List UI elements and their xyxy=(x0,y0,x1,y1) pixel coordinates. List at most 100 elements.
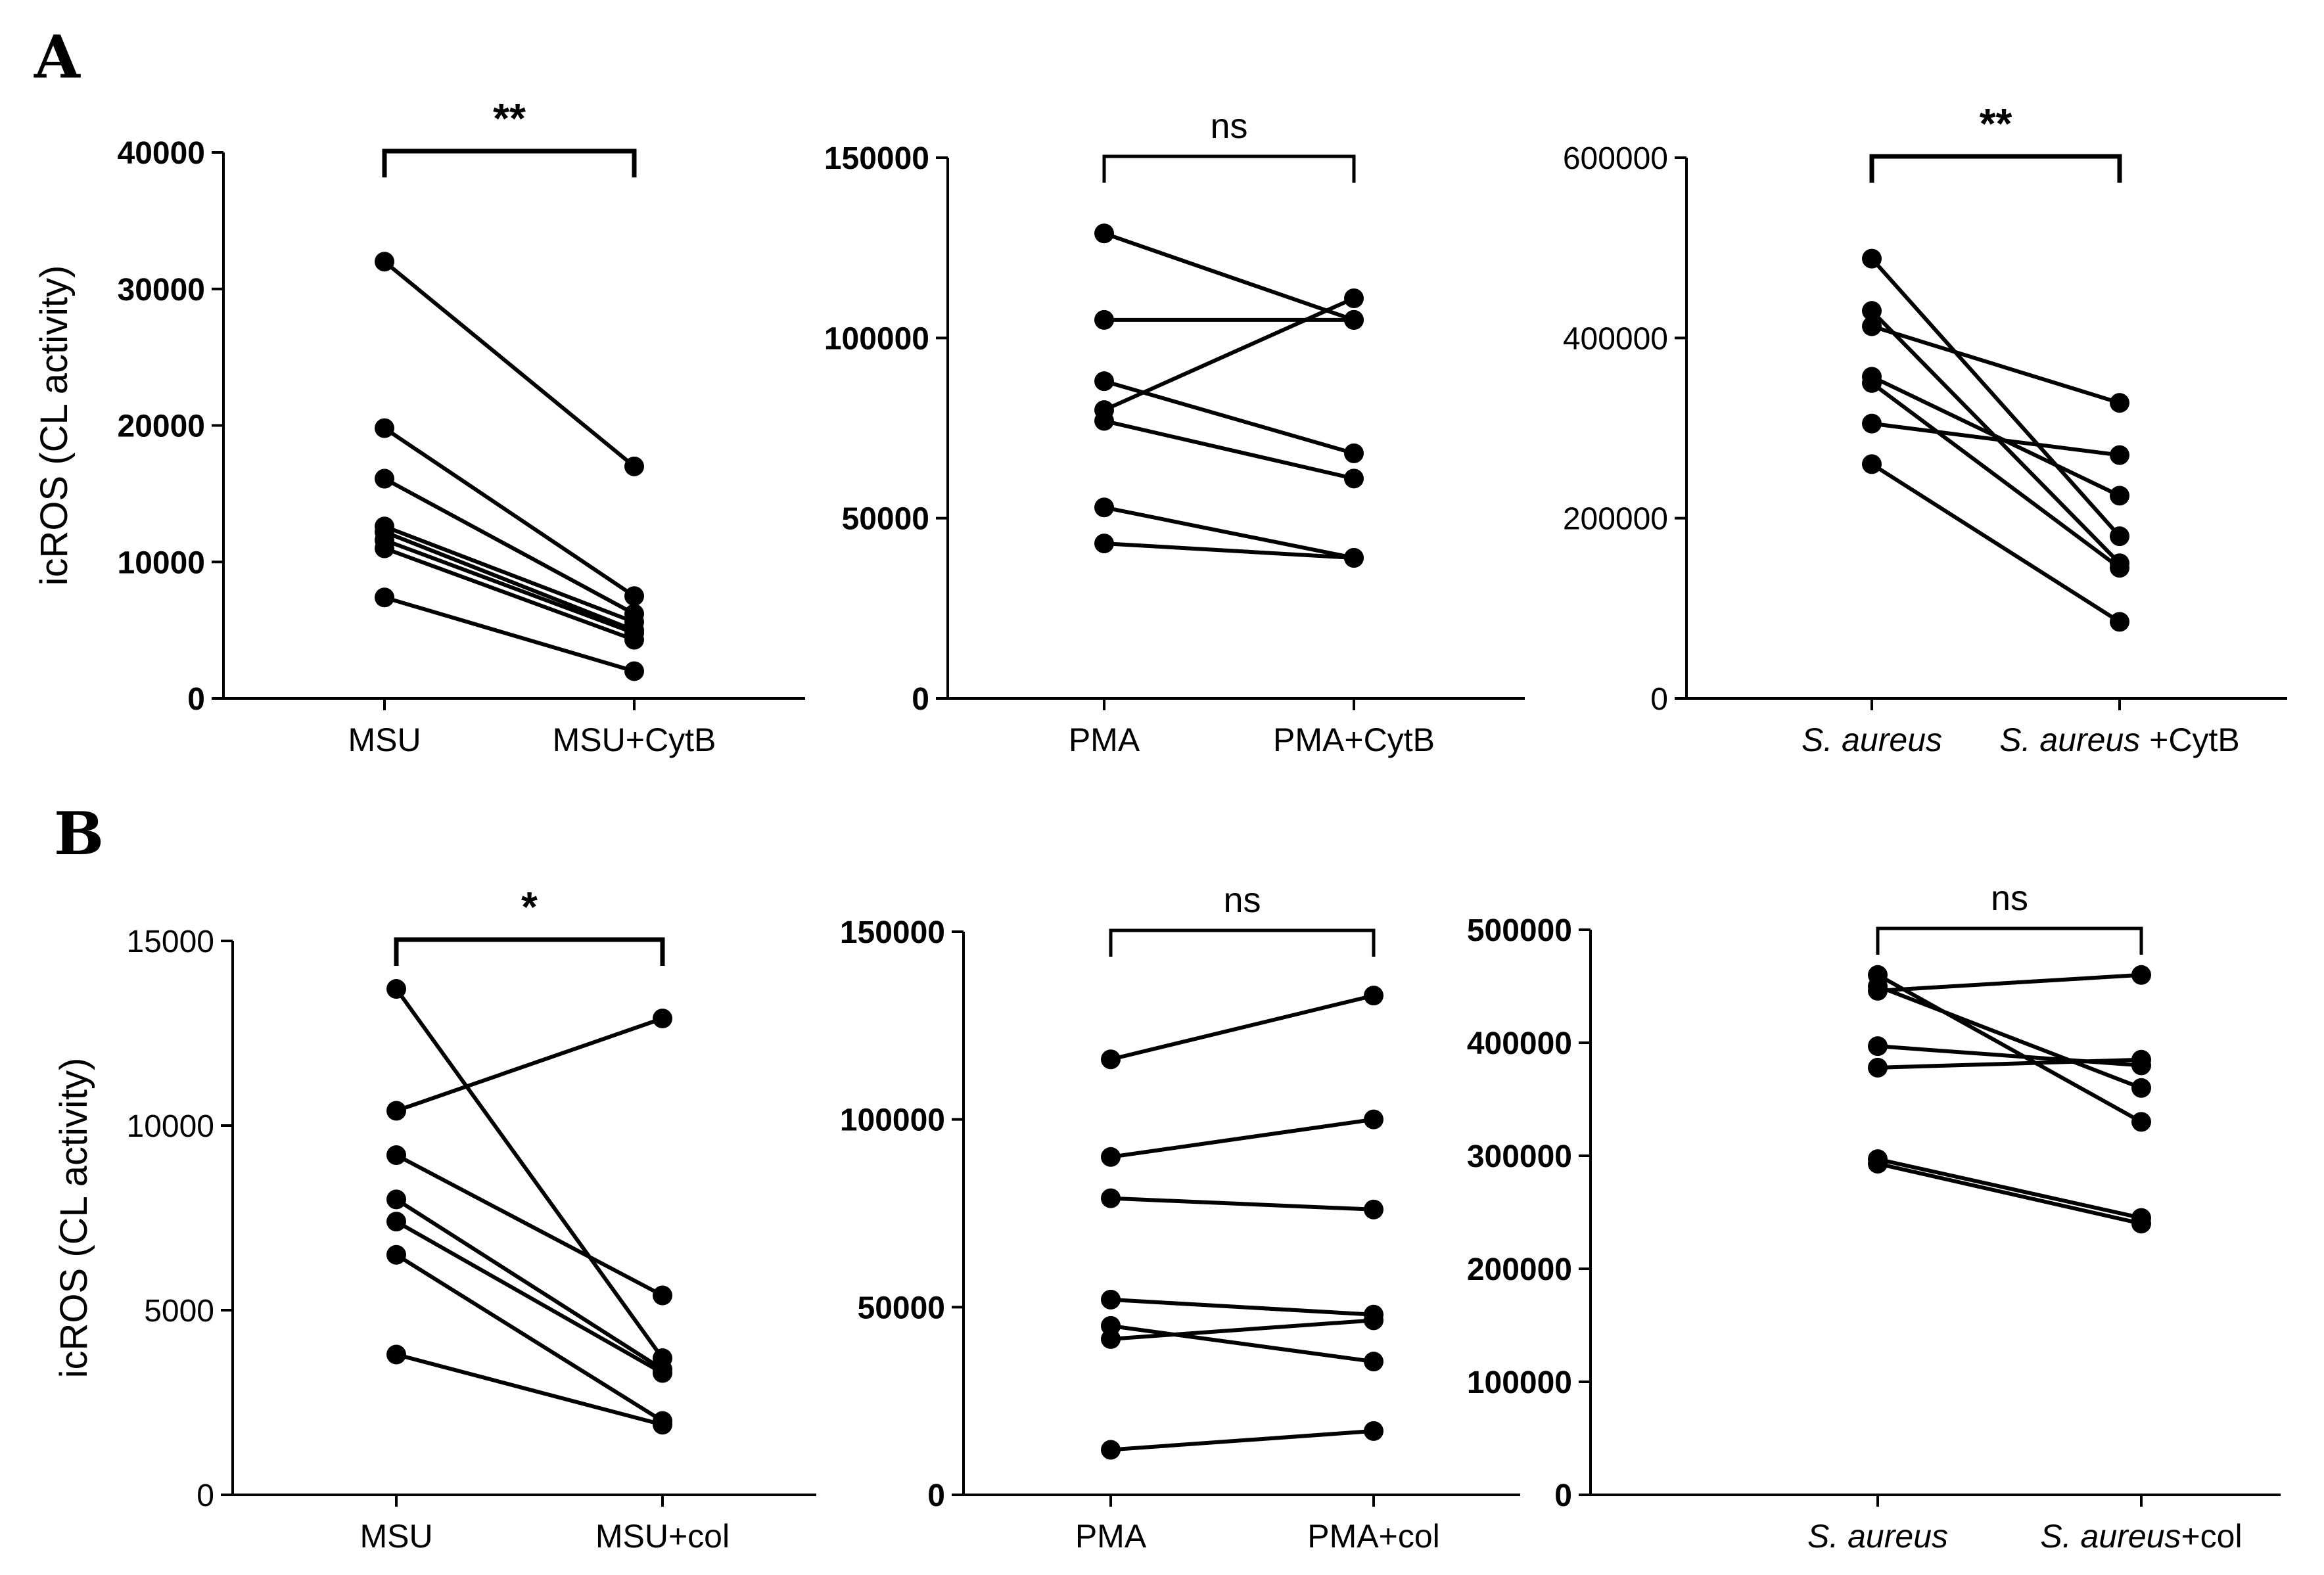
y-tick-label: 40000 xyxy=(118,136,205,171)
y-axis-title: icROS (CL activity) xyxy=(53,1058,95,1379)
data-point xyxy=(1364,986,1383,1006)
y-tick-label: 0 xyxy=(912,682,929,717)
data-point xyxy=(1364,1421,1383,1441)
x-category-label: PMA+col xyxy=(1307,1518,1439,1555)
data-point xyxy=(375,418,394,438)
data-point xyxy=(1344,443,1364,463)
data-point xyxy=(2110,393,2129,413)
data-point xyxy=(386,1189,406,1210)
x-category-label: PMA+CytB xyxy=(1273,721,1435,758)
pair-line xyxy=(1877,972,2142,993)
data-point xyxy=(1094,497,1114,518)
significance-bracket xyxy=(1869,154,2122,183)
chart-panel-4: 0 5000 10000 15000 MSU MSU+col icROS (CL activ… xyxy=(53,883,816,1555)
data-point xyxy=(1862,454,1882,474)
significance-label: ** xyxy=(493,95,526,142)
y-tick-label: 30000 xyxy=(118,273,205,308)
data-point xyxy=(624,586,644,606)
data-point xyxy=(653,1363,672,1383)
significance-bracket xyxy=(382,148,637,177)
y-tick-label: 300000 xyxy=(1467,1139,1572,1174)
data-point xyxy=(624,629,644,650)
panel-label-a: A xyxy=(34,22,81,92)
data-point xyxy=(1364,1109,1383,1130)
panel-label-b: B xyxy=(54,799,104,869)
data-point xyxy=(386,1244,406,1265)
y-tick-label: 400000 xyxy=(1467,1026,1572,1061)
y-tick-label: 100000 xyxy=(824,321,929,356)
category-italic-part: S. aureus xyxy=(1801,721,1942,758)
data-point xyxy=(1344,468,1364,489)
chart-panel-1: 0 10000 20000 30000 40000 MSU MSU+CytB icROS (C… xyxy=(33,95,805,758)
significance-bracket xyxy=(394,937,665,966)
data-point xyxy=(624,456,644,476)
pair-line xyxy=(383,546,636,642)
significance-bracket xyxy=(1109,928,1376,957)
pair-line xyxy=(383,476,636,616)
significance-label: ns xyxy=(1223,880,1261,920)
data-point xyxy=(1862,248,1882,269)
significance-bracket xyxy=(1102,154,1356,183)
pair-line xyxy=(1103,296,1355,412)
data-point xyxy=(2131,1112,2151,1132)
data-point xyxy=(653,1285,672,1306)
data-point xyxy=(386,1344,406,1365)
significance-label: ns xyxy=(1210,106,1247,146)
y-tick-label: 0 xyxy=(187,682,205,717)
pair-line xyxy=(384,595,635,673)
pair-line xyxy=(1870,257,2122,538)
data-point xyxy=(1344,288,1364,308)
y-tick-label: 50000 xyxy=(842,502,929,537)
data-point xyxy=(1862,316,1882,336)
pair-line xyxy=(383,538,636,635)
data-point xyxy=(653,1415,672,1435)
pair-line xyxy=(1871,324,2120,405)
y-tick-label: 0 xyxy=(1650,682,1668,717)
chart-panel-6: 0 100000 200000 300000 400000 500000 S. aureus… xyxy=(1467,879,2281,1555)
chart-panel-5: 0 50000 100000 150000 PMA PMA+col ns xyxy=(840,880,1520,1555)
y-tick-label: 200000 xyxy=(1563,502,1668,537)
data-point xyxy=(1868,1057,1888,1078)
pair-line xyxy=(396,1016,663,1113)
data-point xyxy=(386,1145,406,1165)
pair-line xyxy=(1876,984,2143,1090)
pair-line xyxy=(1104,505,1355,560)
pair-line xyxy=(1104,231,1355,322)
category-plain-part: +col xyxy=(2181,1518,2242,1555)
significance-bracket xyxy=(1876,926,2143,955)
pair-line xyxy=(383,530,636,632)
y-tick-label: 200000 xyxy=(1467,1252,1572,1287)
x-category-label: S. aureus xyxy=(1807,1518,1948,1555)
chart-panel-2: 0 50000 100000 150000 PMA PMA+CytB ns xyxy=(824,106,1525,758)
pair-line xyxy=(1871,462,2121,624)
pair-line xyxy=(1877,1162,2142,1226)
pair-line xyxy=(1110,1428,1374,1452)
y-tick-label: 400000 xyxy=(1563,321,1668,356)
data-point xyxy=(1364,1199,1383,1220)
data-point xyxy=(386,979,406,999)
data-point xyxy=(1344,309,1364,330)
pair-line xyxy=(383,426,636,598)
data-point xyxy=(1868,1154,1888,1174)
pair-line xyxy=(1104,419,1355,481)
y-tick-label: 5000 xyxy=(144,1294,214,1329)
data-point xyxy=(1101,1440,1121,1460)
data-point xyxy=(2110,526,2129,547)
data-point xyxy=(1101,1188,1121,1208)
significance-label: ** xyxy=(1980,100,2012,147)
data-point xyxy=(1862,413,1882,434)
data-point xyxy=(375,468,394,489)
data-point xyxy=(375,587,394,608)
significance-label: ns xyxy=(1991,879,2028,918)
y-tick-label: 100000 xyxy=(840,1103,945,1138)
x-category-label: MSU+CytB xyxy=(553,721,716,758)
pair-line xyxy=(1871,375,2121,498)
data-point xyxy=(386,1101,406,1121)
y-axis-title: icROS (CL activity) xyxy=(33,265,76,586)
data-point xyxy=(1094,223,1114,244)
data-point xyxy=(1094,534,1114,554)
y-tick-label: 10000 xyxy=(118,545,205,580)
pair-line xyxy=(395,1253,664,1423)
